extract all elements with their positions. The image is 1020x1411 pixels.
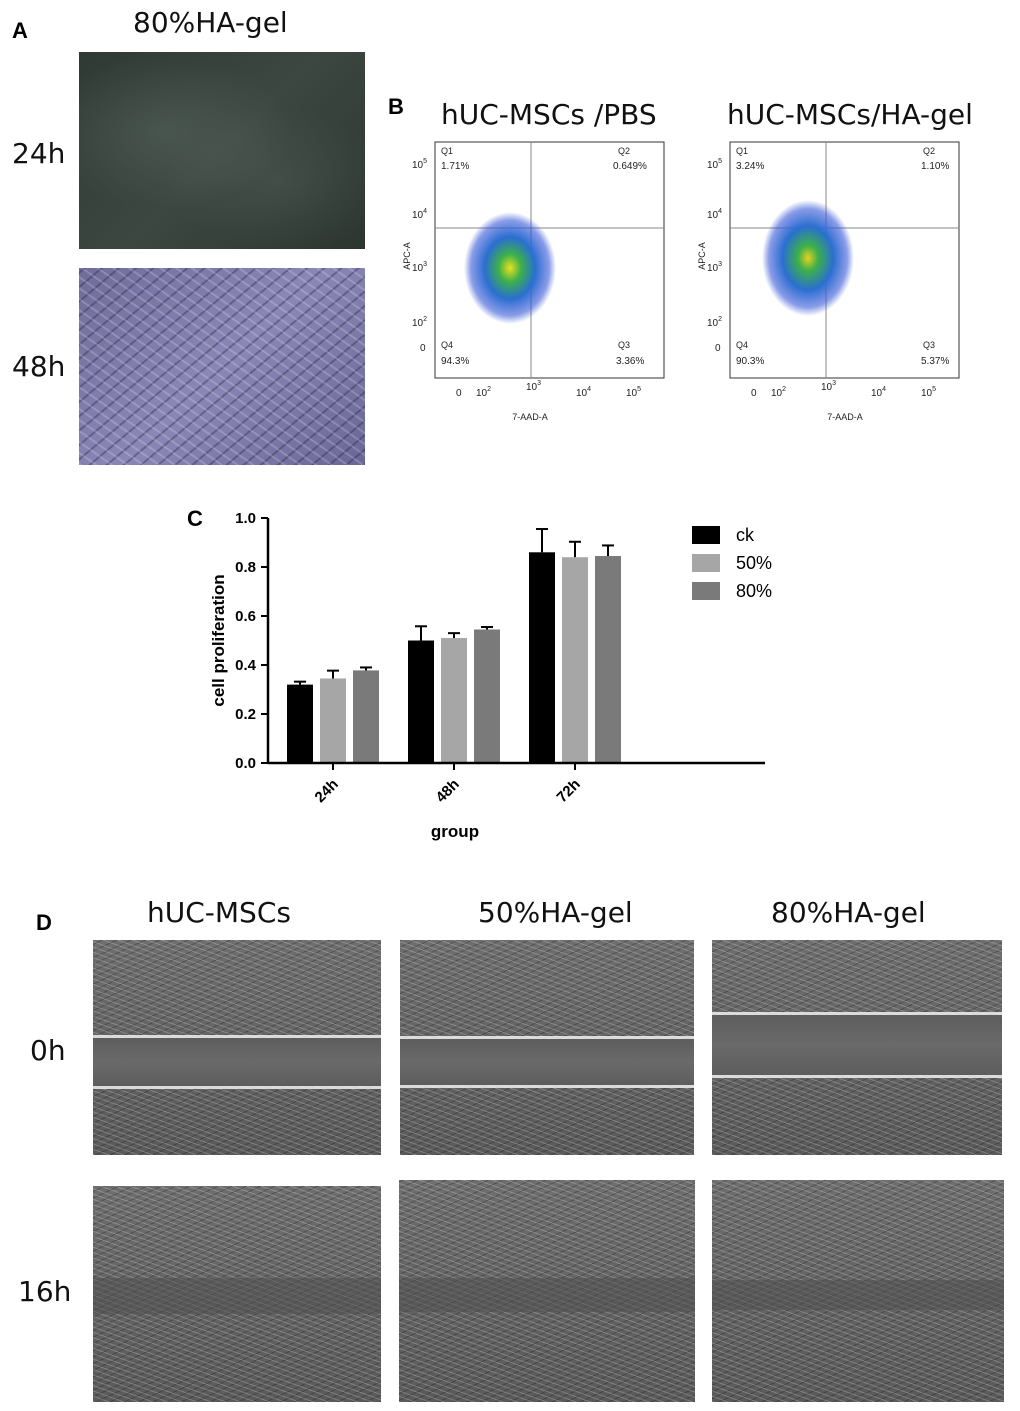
legend-label-50%: 50% [736, 553, 772, 573]
flow-plot-2: Q1 3.24% Q2 1.10% Q3 5.37% Q4 90.3% 105 … [697, 141, 960, 422]
bar-50%-72h [562, 557, 588, 763]
bar-50%-48h [441, 638, 467, 763]
quadrant-q4-value: 94.3% [441, 356, 469, 367]
panel-d-col-title-3: 80%HA-gel [771, 896, 926, 929]
x-axis-label: group [431, 822, 479, 841]
quadrant-q3-value: 3.36% [616, 356, 644, 367]
x-tick-1e3: 103 [821, 380, 836, 393]
y-axis-label: APC-A [402, 242, 412, 270]
x-tick-label: 48h [433, 776, 463, 806]
panel-a-title: 80%HA-gel [133, 6, 288, 39]
scratch-80ha-0h [712, 940, 1002, 1155]
panel-a-row-label-48h: 48h [12, 350, 66, 383]
panel-b-letter: B [388, 94, 404, 119]
quadrant-q4-value: 90.3% [736, 356, 764, 367]
legend-swatch-50% [692, 554, 720, 572]
legend: ck 50% 80% [692, 525, 772, 601]
y-tick-label: 1.0 [235, 510, 256, 527]
bar-80%-24h [353, 670, 379, 763]
x-tick-label: 24h [312, 776, 342, 806]
y-tick-0: 0 [715, 343, 721, 354]
y-tick-label: 0.6 [235, 608, 256, 625]
scratch-50ha-0h [400, 940, 694, 1155]
panel-d-row-label-0h: 0h [30, 1034, 66, 1067]
y-tick-label: 0.4 [235, 657, 257, 674]
cell-population-density [464, 212, 556, 324]
y-tick-1e3: 103 [412, 261, 427, 274]
x-axis-label: 7-AAD-A [827, 412, 863, 422]
cell-population-density [762, 200, 854, 316]
legend-label-ck: ck [736, 525, 755, 545]
panel-a-row-label-24h: 24h [12, 137, 66, 170]
scratch-hucmsc-0h [93, 940, 381, 1155]
y-tick-1e4: 104 [707, 208, 722, 221]
panel-d-letter: D [36, 910, 52, 935]
scratch-80ha-16h [712, 1180, 1004, 1402]
bar-80%-48h [474, 629, 500, 763]
y-tick-1e5: 105 [412, 158, 427, 171]
x-tick-1e5: 105 [921, 386, 936, 399]
x-tick-1e4: 104 [576, 386, 591, 399]
bars-layer [287, 528, 621, 763]
x-tick-1e2: 102 [476, 386, 491, 399]
micrograph-48h [79, 268, 365, 465]
y-tick-1e5: 105 [707, 158, 722, 171]
x-tick-1e3: 103 [526, 380, 541, 393]
y-tick-label: 0.8 [235, 559, 256, 576]
bar-ck-48h [408, 640, 434, 763]
quadrant-q1-name: Q1 [736, 146, 748, 156]
quadrant-q4-name: Q4 [441, 340, 453, 350]
panel-d-col-title-1: hUC-MSCs [147, 896, 291, 929]
x-tick-1e4: 104 [871, 386, 886, 399]
flow-plot-1-title: hUC-MSCs /PBS [441, 98, 657, 131]
flow-plot-2-title: hUC-MSCs/HA-gel [727, 98, 973, 131]
quadrant-q3-name: Q3 [618, 340, 630, 350]
scratch-50ha-16h [399, 1180, 695, 1402]
quadrant-q2-name: Q2 [923, 146, 935, 156]
legend-swatch-80% [692, 582, 720, 600]
bar-ck-72h [529, 552, 555, 763]
quadrant-q1-name: Q1 [441, 146, 453, 156]
bar-50%-24h [320, 678, 346, 763]
y-tick-label: 0.2 [235, 706, 256, 723]
y-axis-label: cell proliferation [209, 574, 228, 706]
legend-swatch-ck [692, 526, 720, 544]
proliferation-bar-chart: 0.0 0.2 0.4 0.6 0.8 1.0 24h 48h 72h group cell pro… [209, 510, 772, 841]
flow-plot-1: Q1 1.71% Q2 0.649% Q3 3.36% Q4 94.3% 105… [402, 141, 665, 422]
y-tick-1e2: 102 [707, 316, 722, 329]
quadrant-q3-name: Q3 [923, 340, 935, 350]
x-tick-1e5: 105 [626, 386, 641, 399]
quadrant-q3-value: 5.37% [921, 356, 949, 367]
quadrant-q1-value: 3.24% [736, 161, 764, 172]
quadrant-q2-value: 1.10% [921, 161, 949, 172]
y-tick-1e3: 103 [707, 261, 722, 274]
x-tick-0: 0 [751, 388, 757, 399]
bar-80%-72h [595, 555, 621, 763]
y-axis-label: APC-A [697, 242, 707, 270]
quadrant-q2-name: Q2 [618, 146, 630, 156]
y-tick-1e2: 102 [412, 316, 427, 329]
y-tick-0: 0 [420, 343, 426, 354]
x-axis-label: 7-AAD-A [512, 412, 548, 422]
micrograph-24h [79, 52, 365, 249]
y-tick-label: 0.0 [235, 755, 256, 772]
panel-a-letter: A [12, 18, 28, 43]
legend-label-80%: 80% [736, 581, 772, 601]
bar-ck-24h [287, 684, 313, 763]
x-tick-label: 72h [554, 776, 584, 806]
quadrant-q1-value: 1.71% [441, 161, 469, 172]
panel-d-row-label-16h: 16h [18, 1275, 72, 1308]
x-tick-1e2: 102 [771, 386, 786, 399]
quadrant-q4-name: Q4 [736, 340, 748, 350]
y-tick-1e4: 104 [412, 208, 427, 221]
panel-c-letter: C [187, 506, 203, 531]
x-tick-0: 0 [456, 388, 462, 399]
scratch-hucmsc-16h [93, 1186, 381, 1402]
quadrant-q2-value: 0.649% [613, 161, 647, 172]
panel-d-col-title-2: 50%HA-gel [478, 896, 633, 929]
